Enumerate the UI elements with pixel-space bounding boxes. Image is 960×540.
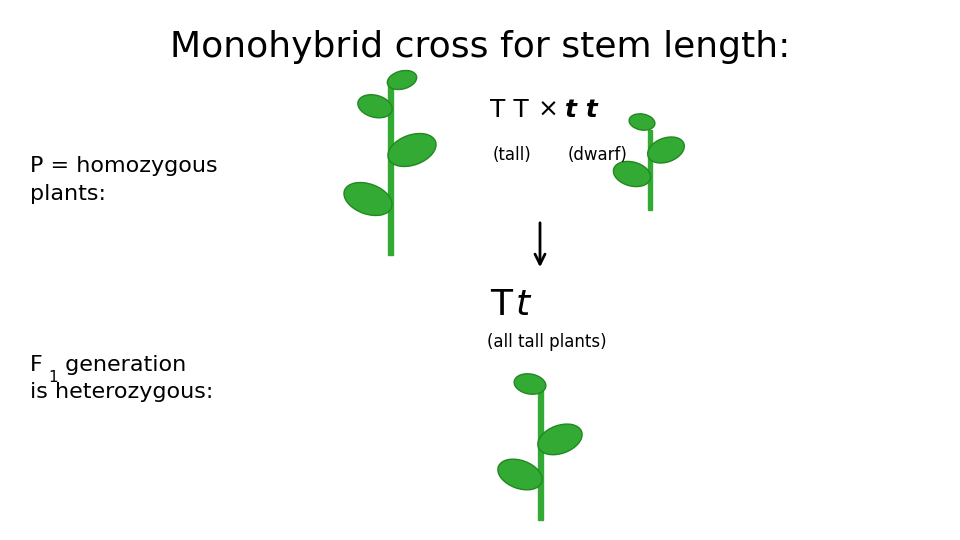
- Text: T: T: [490, 288, 512, 322]
- Ellipse shape: [344, 183, 392, 215]
- Text: Monohybrid cross for stem length:: Monohybrid cross for stem length:: [170, 30, 790, 64]
- Ellipse shape: [648, 137, 684, 163]
- Ellipse shape: [629, 114, 655, 130]
- Text: ×: ×: [538, 98, 559, 122]
- Ellipse shape: [388, 133, 436, 166]
- Ellipse shape: [498, 459, 542, 490]
- Ellipse shape: [358, 94, 392, 118]
- Text: is heterozygous:: is heterozygous:: [30, 382, 213, 402]
- Text: F: F: [30, 355, 43, 375]
- Text: (dwarf): (dwarf): [568, 146, 628, 164]
- Text: t: t: [516, 288, 530, 322]
- Text: t t: t t: [565, 98, 598, 122]
- Ellipse shape: [538, 424, 582, 455]
- Bar: [388, 80, 393, 255]
- Ellipse shape: [515, 374, 546, 394]
- Ellipse shape: [387, 71, 417, 90]
- Text: generation: generation: [58, 355, 186, 375]
- Bar: [538, 390, 542, 520]
- Text: T T: T T: [490, 98, 529, 122]
- Text: (tall): (tall): [493, 146, 532, 164]
- Bar: [648, 130, 652, 210]
- Text: (all tall plants): (all tall plants): [487, 333, 607, 351]
- Text: P = homozygous
plants:: P = homozygous plants:: [30, 156, 218, 204]
- Ellipse shape: [613, 161, 651, 187]
- Text: 1: 1: [48, 369, 58, 384]
